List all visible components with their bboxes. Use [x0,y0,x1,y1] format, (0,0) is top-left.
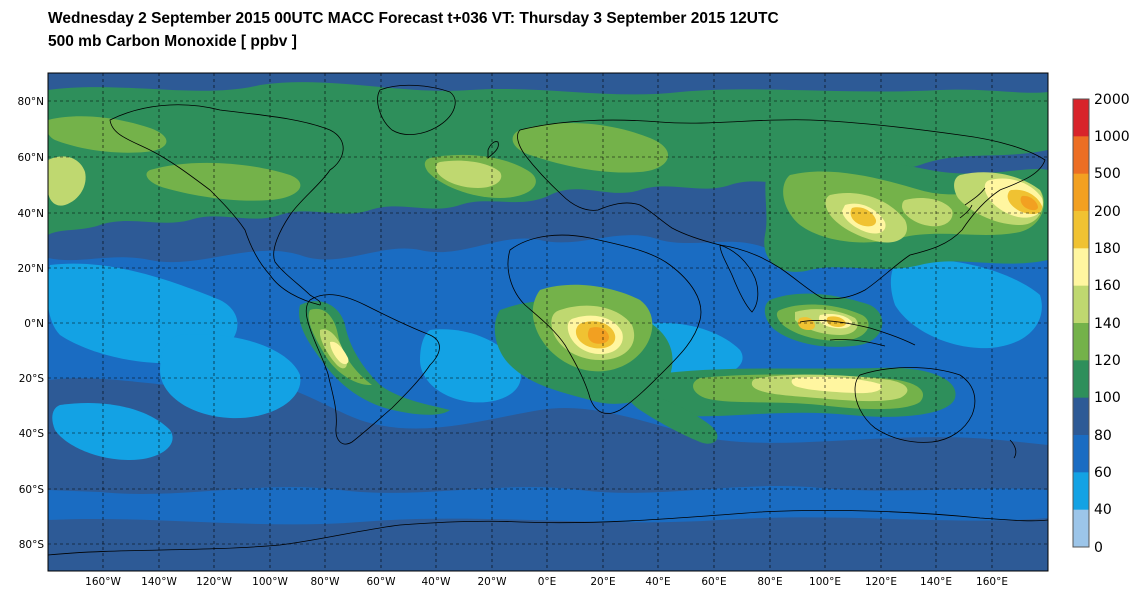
band-100-120-south-america [299,301,450,415]
colorbar-label: 40 [1094,502,1112,518]
band-100-120-s-atlantic-plume [627,390,718,444]
coast-australia [854,367,976,443]
map-frame [47,72,1049,572]
coast-antarctica [48,509,1048,556]
band-160-180-south-indian [791,376,882,394]
coast-india [719,244,759,313]
coast-greenland [377,84,456,135]
colorbar-swatch [1073,472,1089,511]
coast-africa [507,234,702,414]
graticule [48,73,1048,571]
colorbar-swatch [1073,360,1089,399]
lon-label: 80°E [757,576,782,588]
colorbar-swatches [1073,99,1089,548]
band-40-60-south-pac [52,402,173,460]
lat-label: 40°S [19,428,45,440]
lon-label: 60°E [701,576,726,588]
colorbar-labels: 2000 1000 500 200 180 160 140 120 100 80… [1094,92,1130,556]
colorbar-swatch [1073,285,1089,324]
lon-label: 140°W [141,576,177,588]
colorbar-label: 120 [1094,353,1121,369]
band-200-500-japan [1020,195,1038,211]
coast-uk [487,141,499,159]
lon-label: 140°E [920,576,952,588]
colorbar-swatch [1073,509,1089,548]
colorbar-label: 2000 [1094,92,1130,108]
coast-japan [959,187,986,219]
colorbar-swatch [1073,435,1089,473]
forecast-title: Wednesday 2 September 2015 00UTC MACC Fo… [48,10,779,27]
coastlines [48,84,1048,556]
longitude-labels: 160°W 140°W 120°W 100°W 80°W 60°W 40°W 2… [85,576,1008,588]
lon-label: 60°W [367,576,397,588]
colorbar-swatch [1073,99,1089,137]
lon-label: 100°W [252,576,288,588]
band-180-200-east-asia [850,207,877,227]
band-140-160-atlantic [436,160,502,188]
colorbar-swatch [1073,173,1089,212]
colorbar-label: 180 [1094,241,1121,257]
colorbar-swatch [1073,323,1089,361]
lat-label: 20°S [19,373,45,385]
colorbar-swatch [1073,136,1089,175]
colorbar-label: 80 [1094,428,1112,444]
lon-label: 120°E [865,576,897,588]
coast-new-zealand [1009,439,1017,459]
colorbar-label: 1000 [1094,129,1130,145]
latitude-labels: 80°N 60°N 40°N 20°N 0°N 20°S 40°S 60°S 8… [18,96,45,551]
lon-label: 160°E [976,576,1008,588]
lon-label: 120°W [196,576,232,588]
colorbar-swatch [1073,397,1089,436]
colorbar-label: 200 [1094,204,1121,220]
band-120-140-siberia [512,123,669,173]
lat-label: 40°N [18,208,44,220]
lat-label: 80°N [18,96,44,108]
colorbar: 2000 1000 500 200 180 160 140 120 100 80… [1072,92,1130,556]
lon-label: 0°E [538,576,557,588]
colorbar-label: 0 [1094,540,1103,556]
coast-north-america [109,104,344,306]
colorbar-label: 100 [1094,390,1121,406]
lat-label: 20°N [18,263,44,275]
lat-label: 60°N [18,152,44,164]
band-160-180-s-america [330,341,349,365]
colorbar-label: 140 [1094,316,1121,332]
band-80-100-south [48,378,1048,494]
lon-label: 160°W [85,576,121,588]
lon-label: 40°W [422,576,452,588]
colorbar-frame [1072,98,1090,548]
colorbar-swatch [1073,211,1089,249]
contour-field [48,73,1048,571]
colorbar-label: 500 [1094,166,1121,182]
lon-label: 80°W [311,576,341,588]
band-140-160-europe [48,156,86,206]
band-140-160-korea [902,198,953,227]
lat-label: 0°N [24,318,44,330]
band-40-60-pacific-e [890,259,1042,349]
colorbar-label: 160 [1094,278,1121,294]
lat-label: 80°S [19,539,45,551]
lon-label: 20°W [478,576,508,588]
lon-label: 100°E [809,576,841,588]
colorbar-label: 60 [1094,465,1112,481]
band-200-500-africa [587,327,609,344]
variable-title: 500 mb Carbon Monoxide [ ppbv ] [48,33,297,50]
coast-south-america [305,294,440,445]
lon-label: 20°E [590,576,615,588]
colorbar-swatch [1073,248,1089,287]
lon-label: 40°E [645,576,670,588]
band-40-60-pacific-s [160,334,301,419]
lat-label: 60°S [19,484,45,496]
band-40-60-atlantic [420,329,521,403]
coast-eurasia [517,119,1046,300]
